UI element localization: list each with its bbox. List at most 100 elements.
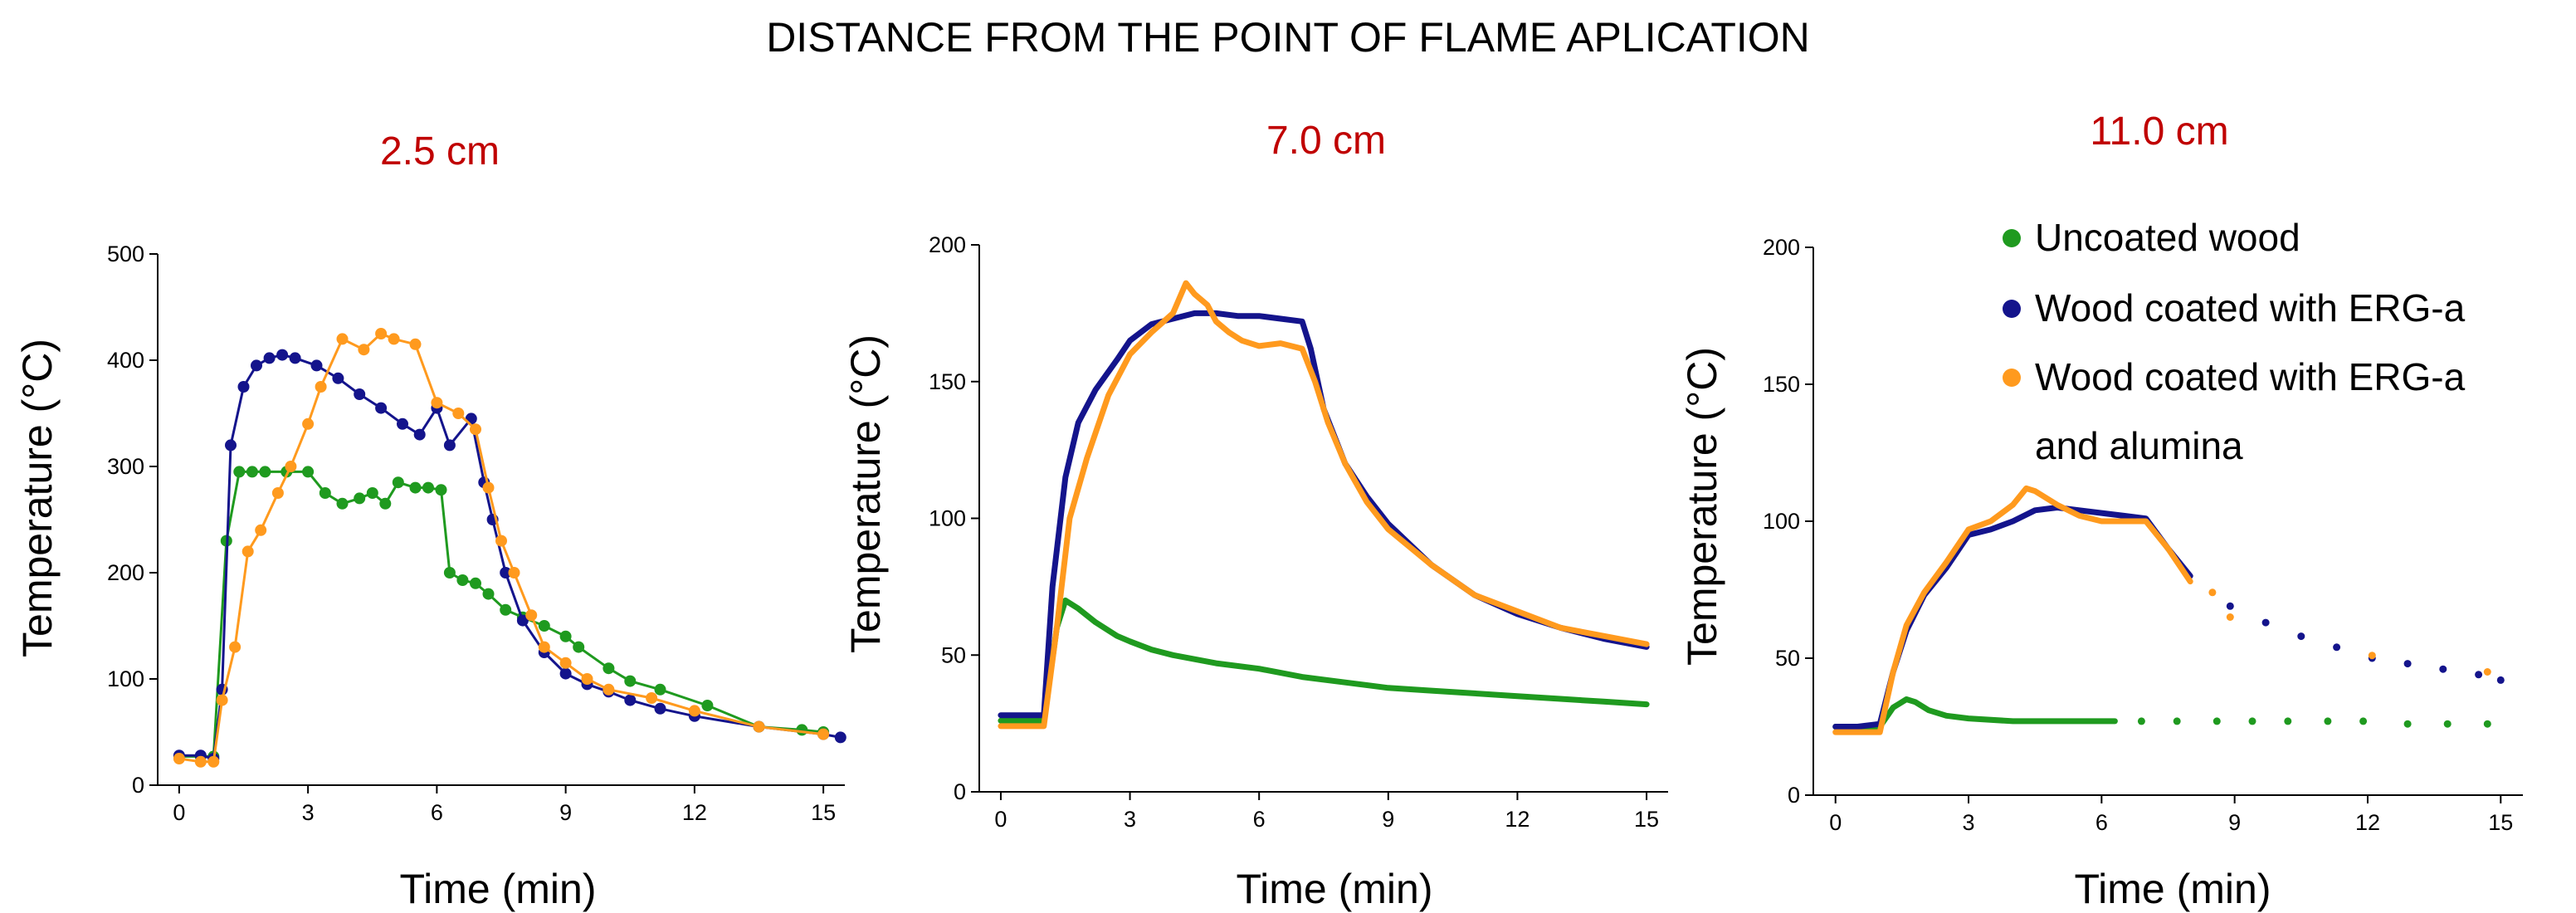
x-tick-label: 9: [559, 800, 572, 825]
series-erg-a-alumina-point: [2226, 613, 2234, 621]
series-erg-a-alumina-point: [817, 728, 830, 740]
panel-11-0cm: 11.0 cm Temperature (°C) Time (min) 0 50 1…: [1679, 110, 2523, 912]
series-erg-a-alumina-point: [603, 683, 615, 696]
series-erg-a-alumina-point: [495, 535, 507, 547]
series-erg-a-alumina-point: [358, 344, 370, 356]
series-erg-a-point: [310, 359, 323, 372]
series-erg-a-point: [500, 567, 512, 579]
y-tick-label: 300: [107, 454, 144, 479]
series-erg-a-alumina-point: [2368, 652, 2376, 660]
x-tick-label: 12: [682, 800, 707, 825]
series-erg-a-alumina-point: [315, 381, 327, 393]
series-erg-a-alumina-point: [2483, 668, 2491, 676]
x-tick-label: 15: [811, 800, 836, 825]
y-tick-label: 200: [107, 560, 144, 585]
series-erg-a-alumina-point: [409, 338, 422, 350]
series-erg-a-alumina-point: [753, 720, 765, 733]
x-tick-label: 15: [1634, 807, 1659, 832]
series-erg-a-point: [237, 381, 250, 393]
x-tick-label: 0: [994, 807, 1007, 832]
series-erg-a-alumina-point: [216, 694, 228, 706]
series-uncoated-point: [603, 662, 615, 675]
series-erg-a-alumina-point: [375, 328, 388, 339]
series-uncoated-point: [456, 574, 469, 586]
x-tick-label: 9: [2228, 810, 2241, 835]
series-erg-a-point: [654, 702, 666, 715]
series-erg-a-alumina-point: [302, 417, 315, 430]
series-erg-a-point: [443, 439, 456, 452]
y-tick-label: 150: [929, 369, 966, 394]
series-uncoated-point: [654, 683, 666, 696]
series-uncoated-point: [2443, 720, 2452, 728]
series-erg-a-point: [516, 614, 529, 627]
series-erg-a-alumina-point: [207, 755, 220, 768]
legend-marker-erg-a: [2003, 300, 2021, 318]
y-tick-label: 200: [929, 232, 966, 257]
x-tick-label: 15: [2488, 810, 2513, 835]
series-erg-a-point: [332, 372, 344, 384]
series-uncoated-point: [392, 476, 404, 489]
series-uncoated-point: [559, 630, 572, 642]
y-tick-label: 50: [1775, 646, 1800, 671]
series-erg-a-point: [276, 349, 289, 361]
x-axis-label: Time (min): [1236, 866, 1432, 912]
series-erg-a-point: [2226, 602, 2234, 610]
y-tick-label: 100: [1763, 509, 1800, 534]
series-uncoated-point: [379, 497, 392, 510]
legend-marker-erg-a-alumina: [2003, 369, 2021, 387]
series-erg-a-point: [289, 352, 301, 364]
series-uncoated-point: [2173, 717, 2181, 725]
series-erg-a-alumina-point: [2208, 588, 2217, 597]
series-erg-a-line: [998, 310, 1650, 719]
series-erg-a-alumina-point: [229, 641, 242, 653]
series-uncoated-point: [2324, 717, 2332, 725]
series-uncoated-line: [178, 470, 825, 758]
panel-7-0cm: 7.0 cm Temperature (°C) Time (min) 0 50 10…: [842, 119, 1668, 912]
series-uncoated-point: [354, 492, 366, 505]
y-tick-label: 500: [107, 242, 144, 266]
series-erg-a-alumina-point: [688, 705, 700, 717]
x-tick-label: 0: [173, 800, 185, 825]
x-axis-label: Time (min): [399, 866, 596, 912]
series-uncoated-point: [624, 675, 637, 687]
x-tick-label: 12: [1505, 807, 1530, 832]
series-erg-a-point: [375, 402, 388, 414]
series-erg-a-alumina-point: [242, 545, 254, 558]
series-erg-a-alumina-line: [998, 280, 1650, 730]
y-axis-label: Temperature (°C): [14, 339, 61, 657]
series-uncoated-point: [701, 700, 714, 711]
panel-2-5cm: 2.5 cm Temperature (°C) Time (min) 0 100 2…: [14, 129, 846, 912]
series-uncoated-point: [233, 466, 246, 478]
series-erg-a-alumina-line: [1832, 485, 2193, 735]
series-erg-a-point: [2403, 660, 2412, 668]
y-tick-label: 0: [954, 779, 966, 804]
series-uncoated-point: [796, 724, 808, 736]
series-uncoated-point: [259, 466, 271, 478]
x-axis-label: Time (min): [2074, 866, 2271, 912]
y-tick-label: 50: [941, 642, 966, 667]
x-tick-label: 9: [1382, 807, 1394, 832]
y-tick-label: 200: [1763, 235, 1800, 260]
series-uncoated-point: [573, 641, 585, 653]
y-tick-label: 100: [929, 506, 966, 531]
series-erg-a-alumina-point: [431, 397, 443, 409]
legend-label-uncoated: Uncoated wood: [2035, 216, 2300, 259]
series-uncoated-point: [2483, 720, 2491, 728]
series-erg-a-alumina-point: [388, 333, 400, 345]
series-uncoated-point: [470, 577, 481, 589]
series-uncoated-point: [2403, 720, 2412, 728]
series-uncoated-point: [2284, 717, 2292, 725]
series-uncoated-point: [435, 484, 447, 496]
x-tick-label: 3: [1963, 810, 1975, 835]
y-axis-label: Temperature (°C): [1679, 347, 1725, 666]
series-erg-a-alumina-point: [559, 657, 572, 669]
series-erg-a-alumina-point: [285, 461, 297, 472]
series-uncoated-line: [998, 597, 1650, 724]
x-tick-label: 6: [1253, 807, 1266, 832]
figure-title: DISTANCE FROM THE POINT OF FLAME APLICAT…: [766, 14, 1810, 61]
series-uncoated-point: [2213, 717, 2221, 725]
series-erg-a-alumina-point: [525, 609, 538, 622]
series-erg-a-alumina-point: [482, 481, 495, 494]
series-erg-a-point: [834, 731, 846, 744]
